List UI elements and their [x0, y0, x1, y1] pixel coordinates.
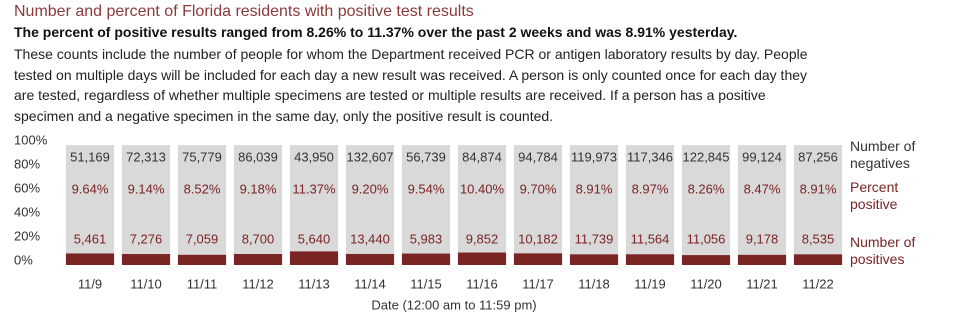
negatives-label: 72,313	[126, 149, 166, 164]
legend-positives: Number of positives	[850, 234, 916, 267]
negatives-bar	[793, 145, 843, 255]
negatives-bar	[513, 145, 563, 254]
positives-bar	[177, 254, 227, 265]
negatives-bar	[177, 145, 227, 255]
positives-bar	[569, 254, 619, 265]
positives-bar	[737, 254, 787, 265]
positives-bar	[401, 253, 451, 265]
x-tick-label: 11/10	[130, 276, 162, 291]
x-tick-label: 11/14	[354, 276, 386, 291]
percent-label: 11.37%	[292, 181, 336, 196]
positives-label: 10,182	[518, 231, 558, 246]
positives-label: 5,461	[74, 231, 107, 246]
negatives-bar	[625, 145, 675, 255]
percent-label: 9.18%	[240, 181, 277, 196]
x-tick-label: 11/20	[690, 276, 722, 291]
negatives-label: 117,346	[627, 149, 673, 164]
negatives-label: 51,169	[70, 149, 110, 164]
legend-percent: Percent positive	[850, 179, 899, 212]
y-tick-label: 20%	[14, 228, 40, 243]
x-tick-label: 11/18	[578, 276, 610, 291]
positives-bar	[793, 254, 843, 265]
percent-label: 9.70%	[520, 181, 557, 196]
positives-label: 11,056	[687, 231, 726, 246]
negatives-label: 94,784	[518, 149, 558, 164]
positives-label: 5,640	[298, 231, 331, 246]
percent-label: 9.20%	[352, 181, 389, 196]
negatives-bar	[569, 145, 619, 255]
positives-bar	[345, 253, 395, 265]
percent-label: 8.91%	[800, 181, 837, 196]
x-tick-label: 11/16	[466, 276, 498, 291]
positives-bar	[681, 255, 731, 265]
negatives-bar	[737, 145, 787, 255]
percent-label: 8.26%	[688, 181, 725, 196]
y-tick-label: 40%	[14, 204, 40, 219]
negatives-label: 122,845	[683, 149, 730, 164]
percent-label: 8.52%	[184, 181, 221, 196]
title: Number and percent of Florida residents …	[14, 3, 474, 20]
percent-label: 10.40%	[460, 181, 505, 196]
positives-label: 9,178	[746, 231, 779, 246]
y-tick-label: 60%	[14, 180, 40, 195]
positives-label: 13,440	[350, 231, 390, 246]
positives-label: 11,564	[631, 231, 670, 246]
legend-negatives: Number of negatives	[850, 138, 916, 171]
positives-label: 11,739	[575, 231, 614, 246]
negatives-bar	[65, 145, 115, 254]
x-tick-label: 11/17	[522, 276, 554, 291]
y-tick-label: 0%	[14, 252, 33, 267]
x-tick-label: 11/11	[187, 276, 218, 291]
positives-bar	[233, 253, 283, 265]
negatives-bar	[681, 145, 731, 256]
negatives-bar	[457, 145, 507, 253]
negatives-label: 84,874	[462, 149, 502, 164]
x-axis-label: Date (12:00 am to 11:59 pm)	[371, 297, 536, 312]
positives-bar	[289, 251, 339, 265]
negatives-label: 43,950	[294, 149, 334, 164]
negatives-bar	[289, 145, 339, 252]
positives-label: 5,983	[410, 231, 443, 246]
positives-label: 9,852	[466, 231, 499, 246]
percent-label: 8.91%	[576, 181, 613, 196]
percent-label: 8.47%	[744, 181, 781, 196]
positives-bar	[625, 254, 675, 265]
negatives-bar	[121, 145, 171, 255]
positives-bar	[457, 252, 507, 265]
x-tick-label: 11/13	[298, 276, 330, 291]
x-tick-label: 11/22	[802, 276, 834, 291]
percent-label: 9.54%	[408, 181, 445, 196]
percent-label: 9.64%	[72, 181, 109, 196]
negatives-label: 119,973	[571, 149, 617, 164]
positives-label: 8,700	[242, 231, 275, 246]
negatives-label: 75,779	[182, 149, 222, 164]
positives-label: 7,059	[186, 231, 219, 246]
subtitle: The percent of positive results ranged f…	[14, 24, 738, 40]
negatives-label: 56,739	[406, 149, 446, 164]
x-tick-label: 11/9	[78, 276, 102, 291]
y-tick-label: 100%	[14, 132, 48, 147]
x-tick-label: 11/21	[746, 276, 778, 291]
description: These counts include the number of peopl…	[14, 46, 808, 124]
negatives-label: 132,607	[347, 149, 394, 164]
negatives-label: 86,039	[238, 149, 278, 164]
positives-label: 8,535	[802, 231, 835, 246]
negatives-bar	[401, 145, 451, 254]
percent-label: 9.14%	[128, 181, 165, 196]
negatives-bar	[345, 145, 395, 254]
x-tick-label: 11/15	[410, 276, 442, 291]
positives-bar	[121, 254, 171, 265]
x-tick-label: 11/12	[242, 276, 274, 291]
percent-label: 8.97%	[632, 181, 669, 196]
negatives-label: 99,124	[742, 149, 782, 164]
negatives-bar	[233, 145, 283, 254]
positives-bar	[513, 253, 563, 265]
x-tick-label: 11/19	[634, 276, 666, 291]
positives-bar	[65, 253, 115, 265]
negatives-label: 87,256	[798, 149, 838, 164]
positives-label: 7,276	[130, 231, 163, 246]
y-tick-label: 80%	[14, 156, 40, 171]
